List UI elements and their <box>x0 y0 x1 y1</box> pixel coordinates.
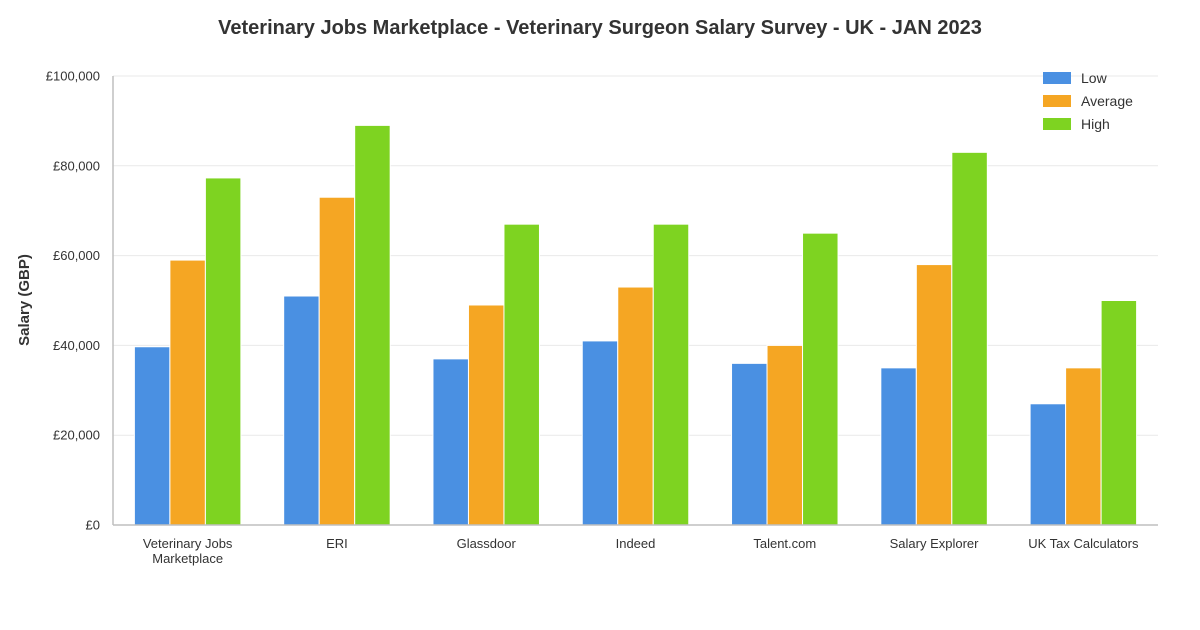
chart-title: Veterinary Jobs Marketplace - Veterinary… <box>218 17 982 39</box>
x-category-label: UK Tax Calculators <box>1028 536 1139 551</box>
bars <box>133 124 1138 526</box>
x-category-label: Talent.com <box>753 536 816 551</box>
x-category-label: Marketplace <box>152 551 223 566</box>
bar-high-5 <box>951 151 988 526</box>
bar-high-4 <box>802 232 839 526</box>
bar-low-0 <box>133 346 171 526</box>
x-category-label: Salary Explorer <box>890 536 980 551</box>
bar-low-5 <box>880 367 917 526</box>
y-tick-label: £100,000 <box>46 69 100 84</box>
bar-average-3 <box>617 286 654 526</box>
y-tick-label: £20,000 <box>53 428 100 443</box>
bar-low-4 <box>731 362 768 526</box>
bar-high-6 <box>1100 300 1138 526</box>
bar-average-4 <box>766 344 804 526</box>
axes <box>112 76 1158 526</box>
bar-high-0 <box>204 177 242 526</box>
legend: Low Average High <box>1043 70 1133 132</box>
y-tick-label: £0 <box>86 518 100 533</box>
y-tick-label: £60,000 <box>53 248 100 263</box>
legend-label-low: Low <box>1081 70 1108 86</box>
bar-high-2 <box>503 223 540 526</box>
x-category-label: ERI <box>326 536 348 551</box>
x-category-label: Glassdoor <box>457 536 517 551</box>
bar-average-1 <box>318 196 356 526</box>
bar-high-1 <box>354 124 391 526</box>
bar-low-3 <box>581 340 619 526</box>
y-tick-labels: £0 £20,000 £40,000 £60,000 £80,000 £100,000 <box>46 69 100 533</box>
bar-average-2 <box>467 304 505 526</box>
legend-swatch-low <box>1043 72 1071 84</box>
x-category-label: Veterinary Jobs <box>143 536 233 551</box>
legend-label-average: Average <box>1081 93 1133 109</box>
bar-average-5 <box>915 264 953 526</box>
x-category-label: Indeed <box>616 536 656 551</box>
bar-average-6 <box>1065 367 1102 526</box>
bar-low-1 <box>283 295 320 526</box>
y-tick-label: £80,000 <box>53 158 100 173</box>
bar-low-2 <box>432 358 469 526</box>
legend-swatch-average <box>1043 95 1071 107</box>
bar-low-6 <box>1029 403 1067 526</box>
y-axis-label: Salary (GBP) <box>16 254 33 346</box>
bar-high-3 <box>652 223 690 526</box>
y-tick-label: £40,000 <box>53 338 100 353</box>
legend-swatch-high <box>1043 118 1071 130</box>
legend-label-high: High <box>1081 116 1110 132</box>
bar-average-0 <box>169 259 206 526</box>
